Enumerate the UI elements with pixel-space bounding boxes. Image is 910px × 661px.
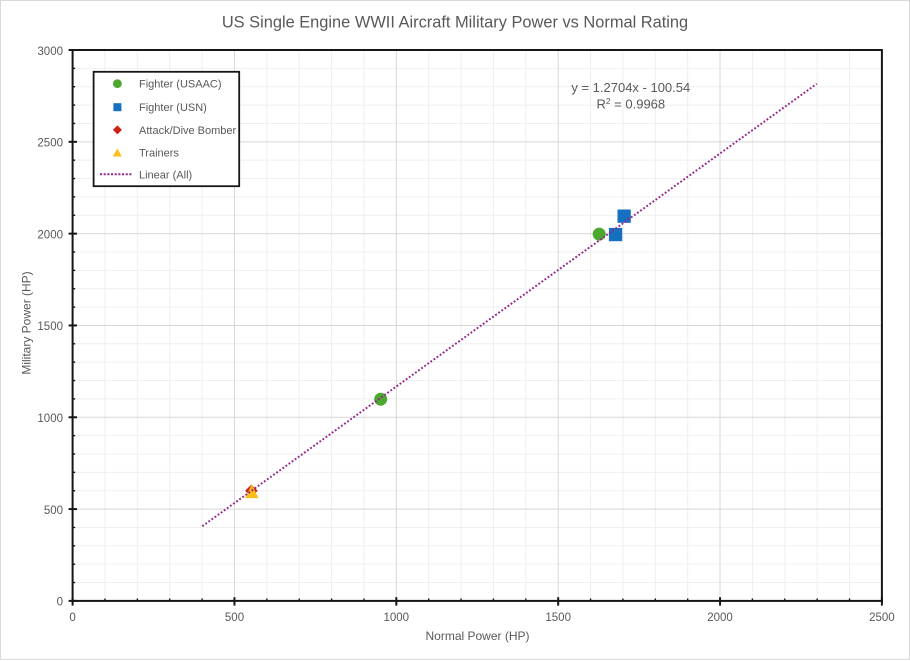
svg-text:2500: 2500 — [37, 138, 63, 150]
svg-text:Fighter (USAAC): Fighter (USAAC) — [139, 79, 222, 91]
svg-text:Trainers: Trainers — [139, 148, 179, 160]
svg-text:2000: 2000 — [37, 229, 63, 241]
svg-text:Linear (All): Linear (All) — [139, 169, 192, 181]
svg-text:3000: 3000 — [37, 46, 63, 58]
svg-text:2000: 2000 — [707, 612, 733, 624]
svg-text:0: 0 — [69, 612, 75, 624]
svg-text:y = 1.2704x - 100.54: y = 1.2704x - 100.54 — [571, 80, 690, 95]
svg-text:Attack/Dive Bomber: Attack/Dive Bomber — [139, 125, 237, 137]
svg-text:1500: 1500 — [545, 612, 571, 624]
svg-text:2500: 2500 — [869, 612, 895, 624]
svg-text:Military Power (HP): Military Power (HP) — [19, 271, 33, 374]
svg-text:Fighter (USN): Fighter (USN) — [139, 102, 207, 114]
svg-text:Normal Power (HP): Normal Power (HP) — [425, 629, 529, 643]
svg-text:500: 500 — [44, 505, 63, 517]
svg-text:1000: 1000 — [37, 413, 63, 425]
svg-text:US Single Engine WWII Aircraft: US Single Engine WWII Aircraft Military … — [222, 14, 688, 32]
svg-text:0: 0 — [57, 597, 63, 609]
svg-text:R2 = 0.9968: R2 = 0.9968 — [596, 96, 665, 112]
svg-text:1500: 1500 — [37, 321, 63, 333]
svg-text:500: 500 — [225, 612, 244, 624]
svg-text:1000: 1000 — [384, 612, 410, 624]
